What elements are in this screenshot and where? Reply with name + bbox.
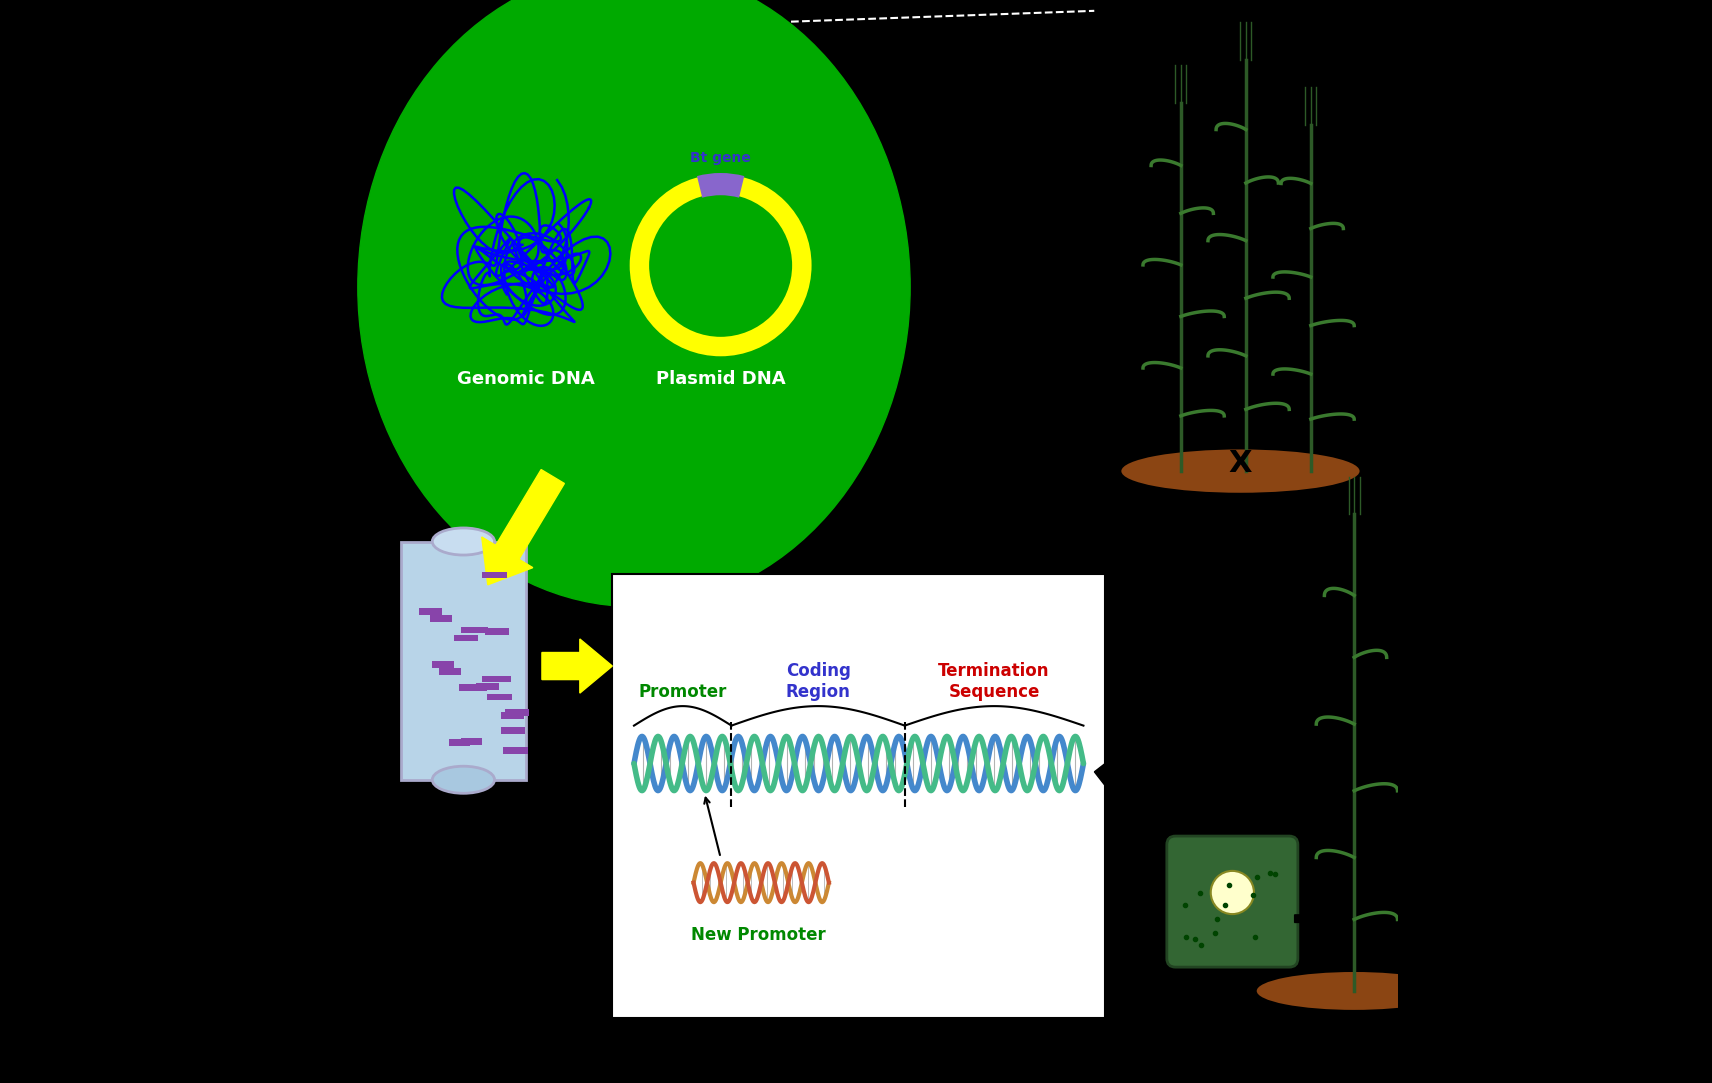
Bar <box>419 608 442 614</box>
Ellipse shape <box>431 767 495 793</box>
Bar <box>430 615 452 622</box>
Bar <box>431 662 454 668</box>
Bar <box>461 739 481 745</box>
Bar <box>505 709 529 716</box>
Bar <box>483 676 512 682</box>
Bar <box>613 574 1104 1018</box>
Text: Bt gene: Bt gene <box>690 151 752 165</box>
Bar <box>500 727 524 733</box>
Ellipse shape <box>431 529 495 556</box>
Bar <box>483 572 507 578</box>
Text: Genomic DNA: Genomic DNA <box>457 370 594 389</box>
FancyArrow shape <box>1294 911 1325 926</box>
Text: Promoter: Promoter <box>639 682 728 701</box>
FancyBboxPatch shape <box>1168 836 1298 967</box>
Ellipse shape <box>1121 449 1359 493</box>
Bar <box>438 668 461 675</box>
Bar <box>476 683 500 690</box>
Bar <box>459 684 486 691</box>
Bar <box>401 542 526 780</box>
Bar <box>454 635 478 641</box>
Bar <box>449 740 471 746</box>
Text: Coding
Region: Coding Region <box>786 662 851 701</box>
Text: 5.: 5. <box>1370 481 1397 505</box>
Ellipse shape <box>358 0 911 606</box>
FancyArrow shape <box>543 639 613 693</box>
Text: Plasmid DNA: Plasmid DNA <box>656 370 786 389</box>
Ellipse shape <box>1210 871 1253 914</box>
Bar <box>486 694 512 701</box>
Text: 4.: 4. <box>1186 714 1214 738</box>
Bar <box>500 713 524 719</box>
FancyArrow shape <box>1094 755 1181 861</box>
Bar <box>503 747 527 754</box>
Text: X: X <box>1229 449 1251 478</box>
FancyArrow shape <box>1325 498 1371 563</box>
Bar <box>484 628 508 635</box>
Ellipse shape <box>1257 973 1452 1009</box>
FancyArrow shape <box>481 470 565 585</box>
Text: Termination
Sequence: Termination Sequence <box>938 662 1049 701</box>
Text: New Promoter: New Promoter <box>692 926 825 944</box>
Bar <box>461 627 488 634</box>
